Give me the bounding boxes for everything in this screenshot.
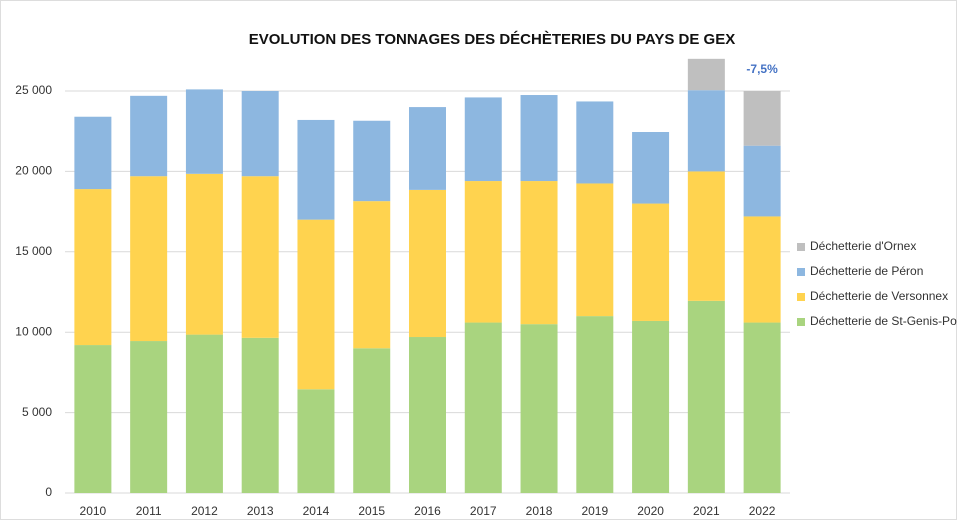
bar-segment (297, 219, 335, 390)
annotation: -7,5% (746, 62, 778, 76)
bar-segment (130, 341, 168, 493)
bar-segment (185, 173, 223, 335)
x-tick-label: 2010 (80, 504, 107, 518)
bar-segment (130, 95, 168, 177)
bar-segment (74, 189, 112, 346)
bar-segment (409, 189, 446, 338)
legend-label: Déchetterie de Péron (810, 264, 923, 278)
bar-segment (687, 90, 725, 172)
bar-segment (743, 322, 781, 493)
bar-segment (743, 91, 781, 146)
bar-segment (520, 324, 558, 493)
x-tick-label: 2013 (247, 504, 274, 518)
bar-segment (130, 176, 168, 342)
bar-segment (297, 119, 335, 220)
bar-segment (632, 132, 670, 204)
bar-segment (409, 107, 446, 190)
legend-label: Déchetterie de St-Genis-Pouilly (810, 314, 957, 328)
bar-segment (464, 97, 502, 182)
x-tick-label: 2012 (191, 504, 218, 518)
bar-segment (185, 334, 223, 493)
y-tick-label: 10 000 (15, 324, 52, 338)
x-tick-label: 2019 (581, 504, 608, 518)
bar-segment (241, 337, 279, 493)
bar-segment (185, 89, 223, 174)
bar-segment (632, 203, 670, 321)
bar-segment (576, 101, 614, 184)
x-tick-label: 2011 (136, 504, 162, 518)
bar-segment (74, 345, 112, 493)
y-tick-label: 20 000 (15, 164, 52, 178)
bar-segment (353, 348, 391, 493)
bar-segment (632, 320, 670, 493)
bar-segment (241, 176, 279, 338)
x-tick-label: 2021 (693, 504, 720, 518)
bar-segment (74, 116, 112, 190)
y-tick-label: 0 (45, 485, 52, 499)
y-tick-label: 15 000 (15, 244, 52, 258)
x-tick-label: 2017 (470, 504, 497, 518)
x-tick-label: 2018 (526, 504, 553, 518)
bar-segment (743, 216, 781, 323)
bar-segment (687, 58, 725, 91)
y-tick-label: 5 000 (22, 405, 52, 419)
bar-segment (576, 316, 614, 493)
bar-segment (464, 322, 502, 493)
bar-segment (353, 120, 391, 202)
legend-swatch (797, 318, 805, 326)
y-tick-label: 25 000 (15, 83, 52, 97)
bar-segment (353, 201, 391, 349)
legend-swatch (797, 293, 805, 301)
legend-label: Déchetterie de Versonnex (810, 289, 948, 303)
x-tick-label: 2015 (358, 504, 385, 518)
bar-segment (297, 389, 335, 493)
bar-segment (576, 183, 614, 317)
bar-segment (409, 337, 446, 493)
x-tick-label: 2020 (637, 504, 664, 518)
chart-title: EVOLUTION DES TONNAGES DES DÉCHÈTERIES D… (249, 31, 735, 48)
legend-swatch (797, 268, 805, 276)
bar-segment (464, 181, 502, 323)
x-tick-label: 2022 (749, 504, 776, 518)
bar-segment (241, 91, 279, 177)
x-tick-label: 2014 (303, 504, 330, 518)
bar-segment (743, 145, 781, 217)
legend-swatch (797, 243, 805, 251)
x-tick-label: 2016 (414, 504, 441, 518)
bar-segment (687, 171, 725, 301)
legend-label: Déchetterie d'Ornex (810, 239, 916, 253)
bar-segment (520, 181, 558, 325)
bar-segment (520, 95, 558, 182)
bar-segment (687, 300, 725, 493)
